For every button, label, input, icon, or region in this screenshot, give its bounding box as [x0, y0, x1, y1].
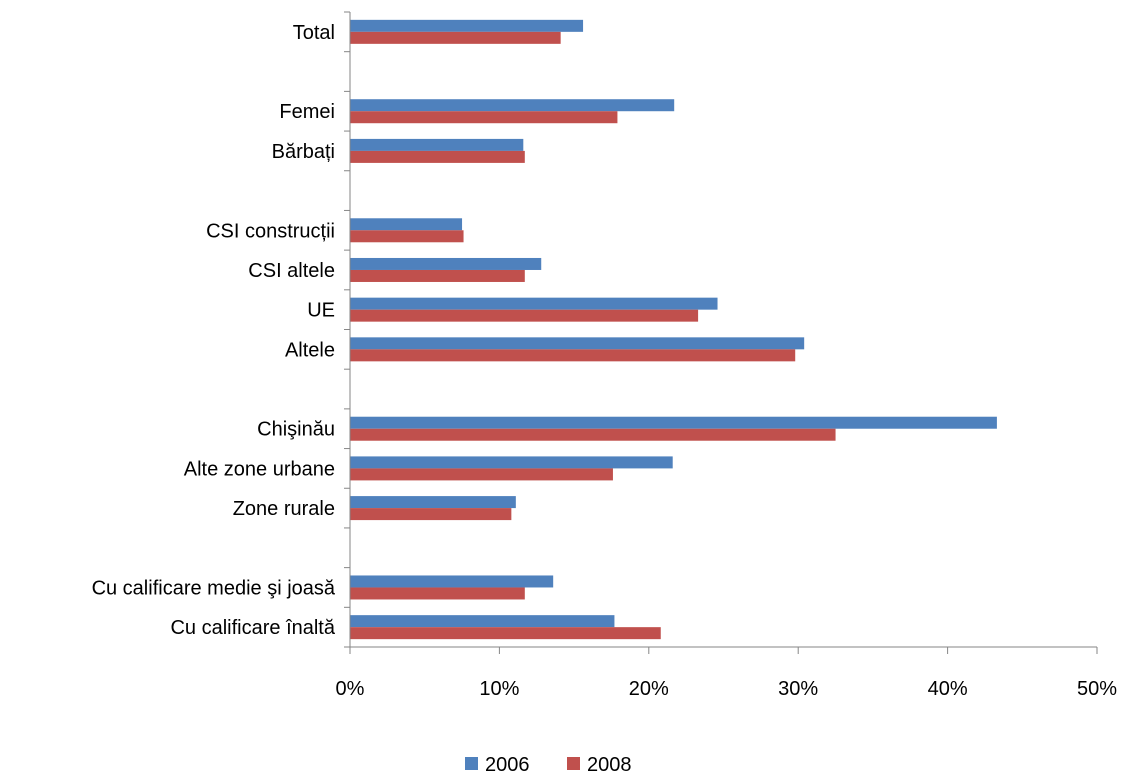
tick-labels: 0% 10% 20% 30% 40% 50% [336, 678, 1118, 700]
bar-2008-12 [350, 508, 512, 521]
x-tick-label: 0% [336, 678, 365, 700]
bar-2006-8 [350, 337, 805, 350]
legend: 2006 2008 [465, 754, 632, 776]
bar-2008-15 [350, 627, 661, 640]
legend-swatch-2008 [567, 757, 580, 770]
category-label: UE [307, 300, 335, 322]
legend-label-2006: 2006 [485, 754, 530, 776]
bar-2006-3 [350, 138, 524, 151]
category-label: Chişinău [257, 419, 335, 441]
bar-2006-12 [350, 496, 516, 509]
bar-2008-10 [350, 428, 836, 441]
category-label: CSI construcții [206, 220, 335, 242]
bar-2008-11 [350, 468, 613, 481]
x-tick-label: 40% [928, 678, 968, 700]
bar-2008-6 [350, 269, 525, 282]
category-labels: Total Femei Bărbați CSI construcții CSI alte… [92, 22, 336, 639]
bar-2008-14 [350, 587, 525, 600]
bar-2008-7 [350, 309, 699, 322]
category-label: Cu calificare înaltă [170, 617, 335, 639]
bar-2008-0 [350, 31, 561, 44]
bar-2006-10 [350, 416, 997, 429]
category-label: Alte zone urbane [184, 458, 335, 480]
bar-2006-6 [350, 257, 542, 270]
bar-2006-2 [350, 99, 675, 112]
category-label: Bărbați [272, 141, 335, 163]
bar-2006-15 [350, 615, 615, 628]
legend-label-2008: 2008 [587, 754, 632, 776]
x-tick-label: 50% [1077, 678, 1117, 700]
bar-2008-3 [350, 150, 525, 163]
x-tick-label: 10% [479, 678, 519, 700]
bar-2006-5 [350, 218, 463, 231]
x-tick-label: 20% [629, 678, 669, 700]
bar-2006-14 [350, 575, 554, 588]
bar-2006-7 [350, 297, 718, 310]
bar-2008-2 [350, 111, 618, 124]
category-label: Cu calificare medie şi joasă [92, 577, 336, 599]
legend-swatch-2006 [465, 757, 478, 770]
bar-2008-5 [350, 230, 464, 243]
bar-2008-8 [350, 349, 796, 362]
category-label: Altele [285, 339, 335, 361]
bar-2006-0 [350, 19, 584, 32]
category-label: Zone rurale [233, 498, 335, 520]
category-label: Total [293, 22, 335, 44]
category-label: Femei [279, 101, 335, 123]
axes-group [344, 11, 1098, 654]
category-label: CSI altele [248, 260, 335, 282]
bars-group [350, 19, 997, 640]
bar-2006-11 [350, 456, 673, 469]
x-tick-label: 30% [778, 678, 818, 700]
